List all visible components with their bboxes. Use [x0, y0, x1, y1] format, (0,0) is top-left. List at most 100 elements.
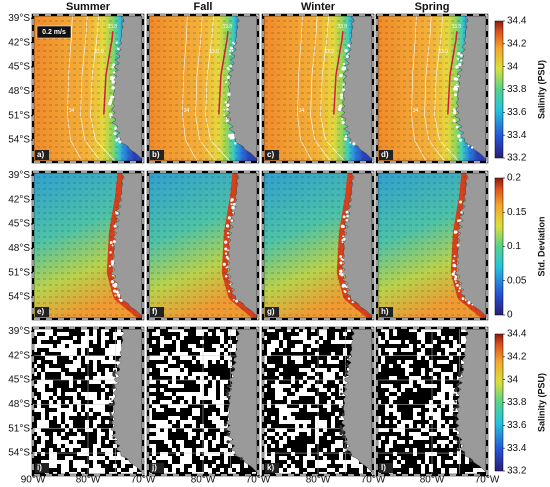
obs-cell	[37, 436, 41, 440]
obs-cell	[339, 336, 343, 340]
obs-cell	[319, 352, 323, 356]
obs-cell	[389, 448, 393, 452]
obs-cell	[85, 440, 89, 444]
obs-cell	[425, 468, 429, 472]
obs-cell	[449, 456, 453, 460]
obs-cell	[37, 392, 41, 396]
island	[453, 77, 457, 81]
obs-cell	[224, 368, 228, 372]
obs-cell	[295, 412, 299, 416]
obs-cell	[109, 332, 113, 336]
lat-tick-label: 39°S	[8, 13, 30, 24]
obs-cell	[184, 384, 188, 388]
island	[458, 287, 461, 290]
obs-cell	[224, 400, 228, 404]
obs-cell	[200, 364, 204, 368]
obs-cell	[401, 464, 405, 468]
land	[225, 15, 258, 160]
obs-cell	[401, 376, 405, 380]
obs-cell	[331, 472, 335, 475]
island	[347, 53, 349, 55]
obs-cell	[180, 348, 184, 352]
obs-cell	[57, 364, 61, 368]
obs-cell	[385, 416, 389, 420]
obs-cell	[49, 420, 53, 424]
obs-cell	[220, 328, 224, 332]
obs-cell	[331, 332, 335, 336]
obs-cell	[188, 372, 192, 376]
obs-cell	[164, 376, 168, 380]
obs-cell	[263, 432, 267, 436]
obs-cell	[45, 432, 49, 436]
obs-cell	[45, 360, 49, 364]
obs-cell	[212, 376, 216, 380]
island	[456, 283, 459, 287]
obs-cell	[224, 340, 228, 344]
obs-cell	[437, 436, 441, 440]
obs-cell	[57, 424, 61, 428]
obs-cell	[437, 452, 441, 456]
obs-cell	[45, 340, 49, 344]
obs-cell	[271, 336, 275, 340]
obs-cell	[69, 440, 73, 444]
lon-tick-label: 80°W	[191, 475, 216, 486]
obs-cell	[105, 472, 109, 475]
island	[109, 116, 112, 119]
obs-cell	[339, 364, 343, 368]
obs-cell	[409, 416, 413, 420]
obs-cell	[275, 352, 279, 356]
obs-cell	[188, 352, 192, 356]
obs-cell	[49, 388, 53, 392]
obs-cell	[377, 404, 381, 408]
obs-cell	[283, 380, 287, 384]
obs-cell	[311, 356, 315, 360]
obs-cell	[327, 396, 331, 400]
obs-cell	[208, 432, 212, 436]
obs-cell	[57, 456, 61, 460]
obs-cell	[421, 448, 425, 452]
obs-cell	[41, 356, 45, 360]
obs-cell	[192, 396, 196, 400]
obs-cell	[409, 364, 413, 368]
obs-cell	[263, 348, 267, 352]
obs-cell	[287, 376, 291, 380]
obs-cell	[267, 340, 271, 344]
island	[115, 138, 119, 142]
obs-cell	[389, 424, 393, 428]
obs-cell	[156, 340, 160, 344]
obs-cell	[65, 384, 69, 388]
obs-cell	[343, 364, 347, 368]
map-content	[33, 328, 143, 475]
island	[348, 45, 351, 48]
island	[230, 219, 234, 222]
obs-cell	[180, 360, 184, 364]
map-panel: f)	[146, 170, 260, 321]
obs-cell	[413, 348, 417, 352]
obs-cell	[331, 408, 335, 412]
obs-cell	[105, 344, 109, 348]
obs-cell	[343, 336, 347, 340]
obs-cell	[437, 400, 441, 404]
obs-cell	[97, 424, 101, 428]
obs-cell	[473, 464, 477, 468]
obs-cell	[279, 352, 283, 356]
obs-cell	[323, 344, 327, 348]
colorbar	[494, 177, 504, 316]
obs-cell	[113, 452, 117, 456]
obs-cell	[409, 436, 413, 440]
obs-cell	[453, 412, 457, 416]
obs-cell	[323, 356, 327, 360]
obs-cell	[192, 380, 196, 384]
obs-cell	[271, 388, 275, 392]
obs-cell	[101, 428, 105, 432]
obs-cell	[347, 348, 351, 352]
island	[117, 137, 120, 140]
obs-cell	[89, 372, 93, 376]
island	[347, 297, 351, 300]
obs-cell	[208, 412, 212, 416]
obs-cell	[433, 392, 437, 396]
island	[343, 384, 346, 387]
obs-cell	[323, 408, 327, 412]
obs-cell	[125, 468, 129, 472]
